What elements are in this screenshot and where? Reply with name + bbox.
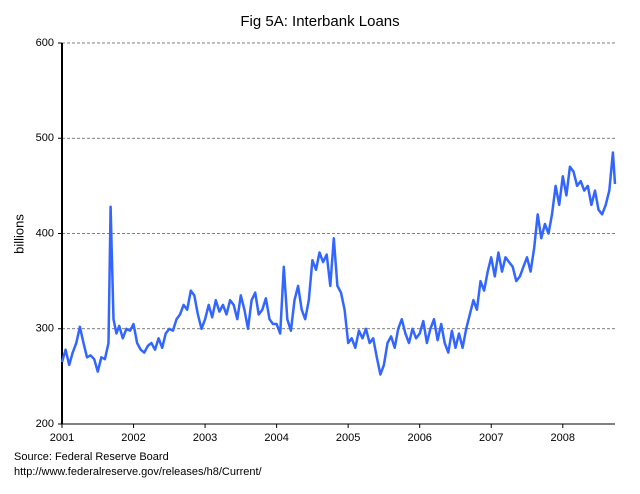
x-tick-label: 2002 (121, 432, 145, 444)
chart-title: Fig 5A: Interbank Loans (240, 13, 399, 30)
y-tick-label: 600 (36, 37, 54, 49)
x-tick-label: 2007 (479, 432, 503, 444)
x-tick-label: 2008 (551, 432, 575, 444)
y-tick-label: 300 (36, 323, 54, 335)
x-tick-label: 2001 (50, 432, 74, 444)
data-line (60, 151, 617, 376)
source-note: Source: Federal Reserve Board (14, 451, 169, 463)
y-tick-label: 500 (36, 132, 54, 144)
y-axis-label: billions (11, 214, 26, 254)
x-tick-label: 2004 (264, 432, 288, 444)
x-tick-label: 2005 (336, 432, 360, 444)
x-tick-label: 2006 (407, 432, 431, 444)
y-tick-label: 200 (36, 418, 54, 430)
x-tick-label: 2003 (193, 432, 217, 444)
y-tick-label: 400 (36, 227, 54, 239)
source-url: http://www.federalreserve.gov/releases/h… (14, 466, 263, 478)
